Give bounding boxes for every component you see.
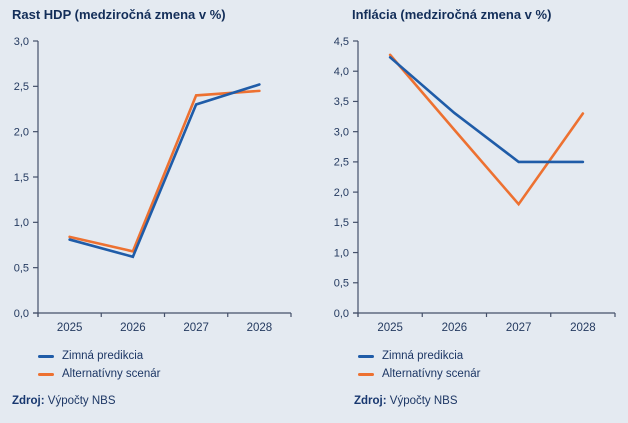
source-label: Zdroj:: [354, 395, 387, 407]
gdp-growth-chart: Rast HDP (medziročná zmena v %) 0,0 0,5 1,…: [12, 7, 292, 407]
y-tick-label: 2,5: [14, 81, 29, 93]
y-tick-label: 1,5: [334, 217, 349, 229]
inflation-chart-legend: Zimná predikcia Alternatívny scenár: [358, 347, 480, 383]
gdp-chart-source: Zdroj: Výpočty NBS: [12, 395, 116, 407]
legend-swatch: [358, 354, 374, 358]
y-tick-label: 0,0: [14, 308, 29, 320]
x-tick-label: 2028: [570, 322, 596, 334]
y-tick-label: 4,0: [334, 66, 349, 78]
x-tick-label: 2025: [377, 322, 403, 334]
legend-swatch: [358, 372, 374, 376]
y-tick-label: 2,0: [14, 126, 29, 138]
inflation-chart-title: Inflácia (medziročná zmena v %): [352, 7, 552, 22]
legend-swatch: [38, 372, 54, 376]
y-tick-label: 0,0: [334, 308, 349, 320]
inflation-chart: Inflácia (medziročná zmena v %) 0,0 0,5 1,…: [314, 0, 628, 423]
y-tick-label: 3,0: [334, 126, 349, 138]
y-tick-label: 1,0: [14, 217, 29, 229]
y-tick-label: 1,0: [334, 247, 349, 259]
x-tick-label: 2027: [506, 322, 532, 334]
legend-item: Zimná predikcia: [38, 347, 160, 365]
series-line-zimn-predikcia: [68, 83, 261, 259]
x-tick-label: 2025: [57, 322, 83, 334]
y-tick-label: 1,5: [14, 172, 29, 184]
y-tick-label: 3,0: [14, 36, 29, 48]
series-line-alternat-vny-scen-r: [68, 89, 261, 253]
legend-label: Zimná predikcia: [382, 350, 464, 362]
source-text: Výpočty NBS: [44, 395, 116, 407]
legend-item: Alternatívny scenár: [38, 365, 160, 383]
gdp-chart-title: Rast HDP (medziročná zmena v %): [12, 7, 226, 22]
legend-label: Zimná predikcia: [62, 350, 144, 362]
source-label: Zdroj:: [12, 395, 45, 407]
y-tick-label: 0,5: [14, 262, 29, 274]
series-line-alternat-vny-scen-r: [388, 53, 585, 207]
inflation-chart-plot: 0,0 0,5 1,0 1,5 2,0 2,5 3,0 3,5 4,0 4,5 2025 2026 20…: [334, 36, 616, 334]
series-line-zimn-predikcia: [388, 56, 585, 164]
y-tick-label: 0,5: [334, 278, 349, 290]
x-tick-label: 2026: [442, 322, 468, 334]
gdp-chart-legend: Zimná predikcia Alternatívny scenár: [38, 347, 160, 383]
inflation-chart-source: Zdroj: Výpočty NBS: [354, 395, 458, 407]
x-tick-label: 2026: [120, 322, 146, 334]
gdp-chart-plot: 0,0 0,5 1,0 1,5 2,0 2,5 3,0 2025 2026 2027 2028: [14, 36, 292, 334]
y-tick-label: 4,5: [334, 36, 349, 48]
legend-label: Alternatívny scenár: [62, 368, 161, 380]
legend-item: Zimná predikcia: [358, 347, 480, 365]
x-tick-label: 2027: [183, 322, 209, 334]
x-tick-label: 2028: [247, 322, 273, 334]
y-tick-label: 3,5: [334, 96, 349, 108]
y-tick-label: 2,5: [334, 157, 349, 169]
legend-swatch: [38, 354, 54, 358]
source-text: Výpočty NBS: [386, 395, 458, 407]
y-tick-label: 2,0: [334, 187, 349, 199]
legend-item: Alternatívny scenár: [358, 365, 480, 383]
legend-label: Alternatívny scenár: [382, 368, 481, 380]
